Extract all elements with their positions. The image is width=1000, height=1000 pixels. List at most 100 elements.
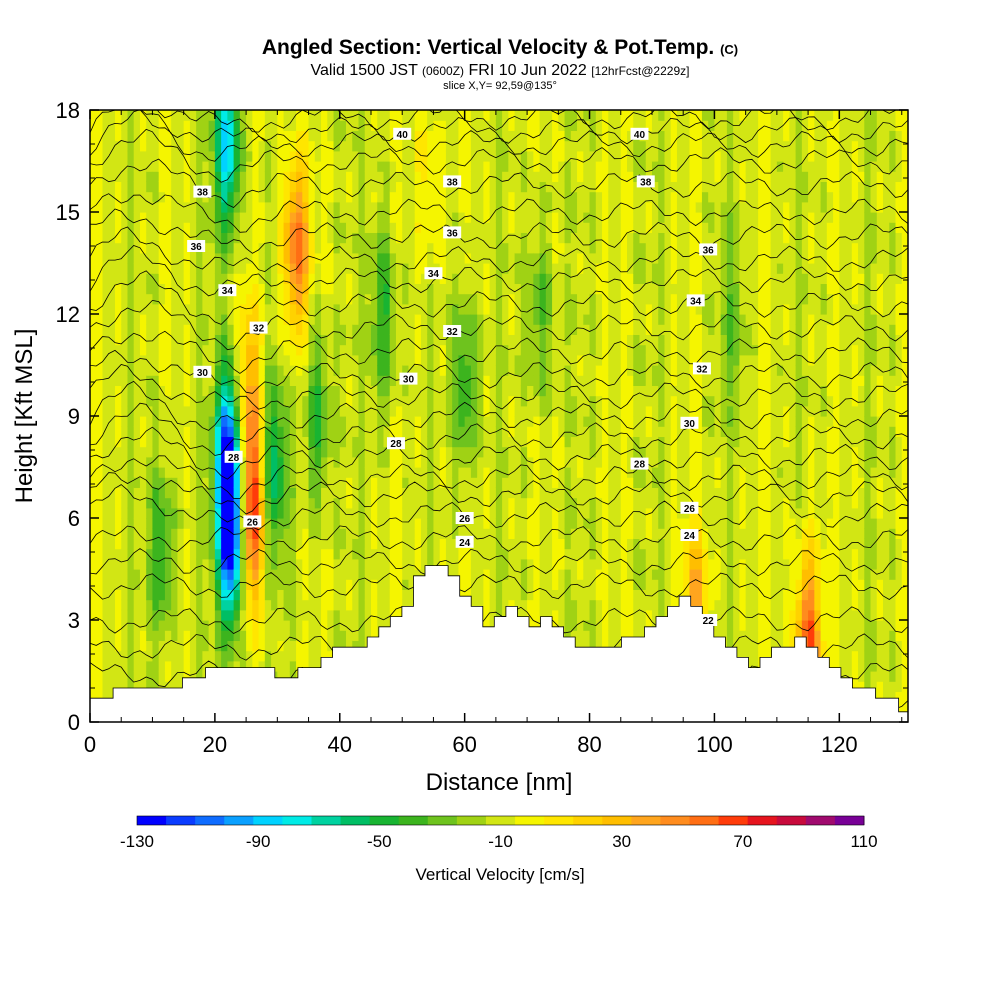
field-cell [333, 426, 341, 437]
field-cell [196, 477, 203, 488]
field-cell [333, 150, 341, 162]
field-cell [583, 161, 591, 172]
field-cell [358, 456, 366, 468]
field-cell [233, 609, 241, 621]
field-cell [327, 548, 335, 560]
field-cell [139, 405, 147, 417]
field-cell [177, 161, 185, 172]
field-cell [583, 640, 591, 652]
field-cell [539, 212, 547, 223]
field-cell [464, 252, 472, 264]
field-cell [433, 181, 441, 193]
field-cell [114, 640, 122, 652]
field-cell [202, 446, 210, 458]
field-cell [183, 385, 191, 397]
field-cell [296, 538, 303, 550]
field-cell [364, 161, 372, 172]
field-cell [370, 395, 378, 407]
field-cell [264, 222, 272, 233]
field-cell [539, 487, 547, 499]
field-cell [208, 467, 216, 478]
field-cell [239, 660, 247, 672]
field-cell [395, 609, 403, 621]
field-cell [570, 365, 578, 376]
field-cell [577, 609, 584, 621]
field-cell [164, 650, 172, 662]
field-cell [183, 579, 191, 590]
field-cell [452, 354, 460, 366]
field-cell [239, 426, 247, 437]
field-cell [520, 579, 528, 590]
field-cell [139, 232, 147, 244]
field-cell [189, 609, 197, 621]
field-cell [558, 283, 566, 295]
field-cell [377, 283, 385, 295]
field-cell [552, 212, 559, 223]
field-cell [502, 395, 509, 407]
field-cell [308, 385, 316, 397]
field-cell [252, 191, 260, 203]
field-cell [577, 191, 584, 203]
field-cell [139, 599, 147, 611]
field-cell [558, 263, 566, 274]
field-cell [370, 416, 378, 427]
field-cell [233, 467, 241, 478]
field-cell [283, 507, 291, 519]
field-cell [552, 171, 559, 182]
field-cell [264, 161, 272, 172]
field-cell [308, 436, 316, 448]
field-cell [96, 375, 104, 386]
field-cell [433, 365, 441, 376]
field-cell [296, 528, 303, 539]
field-cell [483, 558, 491, 570]
field-cell [333, 130, 341, 142]
field-cell [164, 293, 172, 305]
field-cell [445, 426, 453, 437]
field-cell [458, 293, 466, 305]
field-cell [127, 405, 135, 417]
field-cell [252, 467, 260, 478]
field-cell [321, 181, 328, 193]
field-cell [577, 283, 584, 295]
field-cell [152, 436, 160, 448]
field-cell [208, 569, 216, 580]
field-cell [395, 283, 403, 295]
field-cell [252, 426, 260, 437]
field-cell [196, 436, 203, 448]
field-cell [277, 436, 285, 448]
field-cell [289, 650, 297, 662]
field-cell [439, 436, 447, 448]
field-cell [102, 314, 110, 325]
field-cell [564, 497, 572, 509]
field-cell [177, 110, 185, 121]
field-cell [133, 110, 141, 121]
field-cell [333, 252, 341, 264]
field-cell [121, 446, 129, 458]
field-cell [395, 446, 403, 458]
field-cell [333, 314, 341, 325]
field-cell [308, 263, 316, 274]
field-cell [433, 293, 441, 305]
field-cell [152, 507, 160, 519]
field-cell [402, 344, 410, 356]
field-cell [477, 405, 484, 417]
field-cell [96, 365, 104, 376]
field-cell [370, 354, 378, 366]
field-cell [508, 599, 516, 611]
field-cell [414, 497, 422, 509]
field-cell [389, 416, 397, 427]
field-cell [308, 242, 316, 254]
field-cell [127, 252, 135, 264]
field-cell [564, 293, 572, 305]
field-cell [346, 212, 353, 223]
field-cell [314, 456, 322, 468]
field-cell [271, 303, 278, 315]
field-cell [202, 467, 210, 478]
field-cell [389, 497, 397, 509]
field-cell [277, 620, 285, 631]
field-cell [570, 120, 578, 131]
field-cell [208, 375, 216, 386]
field-cell [158, 528, 166, 539]
field-cell [583, 385, 591, 397]
field-cell [470, 365, 478, 376]
